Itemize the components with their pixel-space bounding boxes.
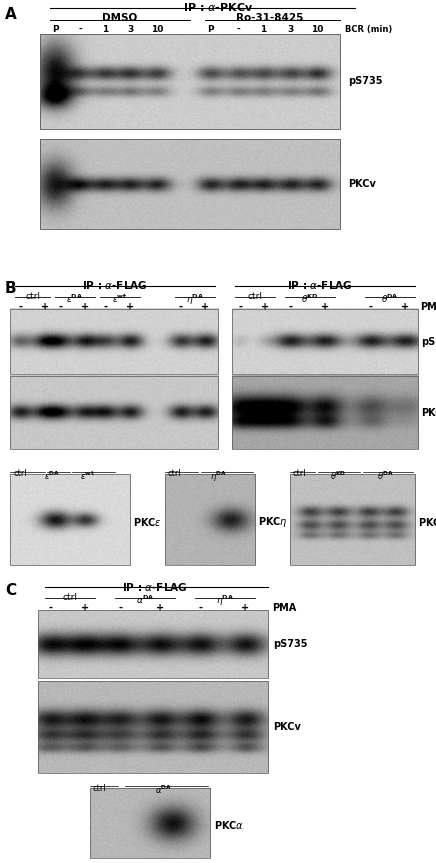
Text: +: + [261,302,269,312]
Text: P: P [52,25,58,34]
Text: -: - [78,25,82,34]
Bar [290,475,415,564]
Text: -: - [178,302,182,312]
Text: +: + [241,603,249,614]
Text: ctrl: ctrl [62,593,78,602]
Bar [165,475,255,564]
Text: -: - [18,302,22,312]
Text: PMA: PMA [420,302,436,312]
Text: PMA: PMA [272,603,296,614]
Text: +: + [126,302,134,312]
Bar [40,34,340,129]
Text: IP : $\alpha$-PKCv: IP : $\alpha$-PKCv [183,1,253,13]
Text: 1: 1 [102,25,108,34]
Text: +: + [81,302,89,312]
Text: $\theta$$^{\mathbf{DA}}$: $\theta$$^{\mathbf{DA}}$ [377,469,393,482]
Text: -: - [58,302,62,312]
Text: Ro-31-8425: Ro-31-8425 [236,13,304,23]
Text: $\varepsilon$$^{\mathbf{wt}}$: $\varepsilon$$^{\mathbf{wt}}$ [80,469,94,482]
Text: -: - [368,302,372,312]
Text: +: + [321,302,329,312]
Text: ctrl: ctrl [25,293,40,301]
Text: ctrl: ctrl [167,469,181,478]
Text: -: - [236,25,240,34]
Text: DMSO: DMSO [102,13,138,23]
Text: -: - [48,603,52,614]
Text: pS735: pS735 [273,639,307,649]
Text: $\eta$$^{\mathbf{DA}}$: $\eta$$^{\mathbf{DA}}$ [216,593,234,608]
Text: PKC$\alpha$: PKC$\alpha$ [214,819,244,831]
Text: IP : $\alpha$-FLAG: IP : $\alpha$-FLAG [82,279,148,291]
Text: 3: 3 [287,25,293,34]
Text: $\varepsilon$$^{\mathbf{DA}}$: $\varepsilon$$^{\mathbf{DA}}$ [66,293,84,305]
Text: PKCv: PKCv [348,179,376,189]
Text: PKC$\varepsilon$: PKC$\varepsilon$ [133,515,162,527]
Text: -: - [238,302,242,312]
Text: ctrl: ctrl [292,469,306,478]
Text: -: - [198,603,202,614]
Bar [10,309,218,375]
Bar [40,139,340,229]
Text: -: - [103,302,107,312]
Text: +: + [41,302,49,312]
Text: 1: 1 [260,25,266,34]
Text: PKCv: PKCv [273,722,301,732]
Text: ctrl: ctrl [248,293,262,301]
Text: IP : $\alpha$-FLAG: IP : $\alpha$-FLAG [287,279,353,291]
Text: pS735: pS735 [348,77,382,86]
Text: IP : $\alpha$-FLAG: IP : $\alpha$-FLAG [122,581,188,593]
Text: ctrl: ctrl [13,469,27,478]
Text: +: + [201,302,209,312]
Text: $\theta$$^{\mathbf{DA}}$: $\theta$$^{\mathbf{DA}}$ [381,293,399,305]
Bar [90,788,210,858]
Bar [232,309,418,375]
Text: $\varepsilon$$^{\mathbf{DA}}$: $\varepsilon$$^{\mathbf{DA}}$ [44,469,60,482]
Text: ctrl: ctrl [92,784,106,793]
Text: PKC$\theta$: PKC$\theta$ [418,515,436,527]
Bar [10,475,130,564]
Text: $\varepsilon$$^{\mathbf{wt}}$: $\varepsilon$$^{\mathbf{wt}}$ [112,293,128,305]
Text: pS735: pS735 [421,337,436,347]
Bar [10,376,218,450]
Text: +: + [401,302,409,312]
Text: 10: 10 [151,25,163,34]
Text: PKCv: PKCv [421,408,436,418]
Text: $\eta$$^{\mathbf{DA}}$: $\eta$$^{\mathbf{DA}}$ [186,293,204,306]
Text: -: - [288,302,292,312]
Text: B: B [5,281,17,296]
Text: BCR (min): BCR (min) [345,25,392,34]
Text: C: C [5,583,16,598]
Text: $\alpha$$^{\mathbf{DA}}$: $\alpha$$^{\mathbf{DA}}$ [154,784,171,797]
Text: 10: 10 [311,25,323,34]
Text: 3: 3 [127,25,133,34]
Text: +: + [156,603,164,614]
Text: $\eta$$^{\mathbf{DA}}$: $\eta$$^{\mathbf{DA}}$ [210,469,226,484]
Text: P: P [207,25,213,34]
Text: $\theta$$^{\mathbf{KD}}$: $\theta$$^{\mathbf{KD}}$ [330,469,346,482]
Text: A: A [5,7,17,22]
Text: PKC$\eta$: PKC$\eta$ [258,514,288,528]
Text: $\alpha$$^{\mathbf{DA}}$: $\alpha$$^{\mathbf{DA}}$ [136,593,154,606]
Bar [38,610,268,678]
Bar [232,376,418,450]
Text: +: + [81,603,89,614]
Text: $\theta$$^{\mathbf{KD}}$: $\theta$$^{\mathbf{KD}}$ [301,293,319,305]
Bar [38,681,268,773]
Text: -: - [118,603,122,614]
